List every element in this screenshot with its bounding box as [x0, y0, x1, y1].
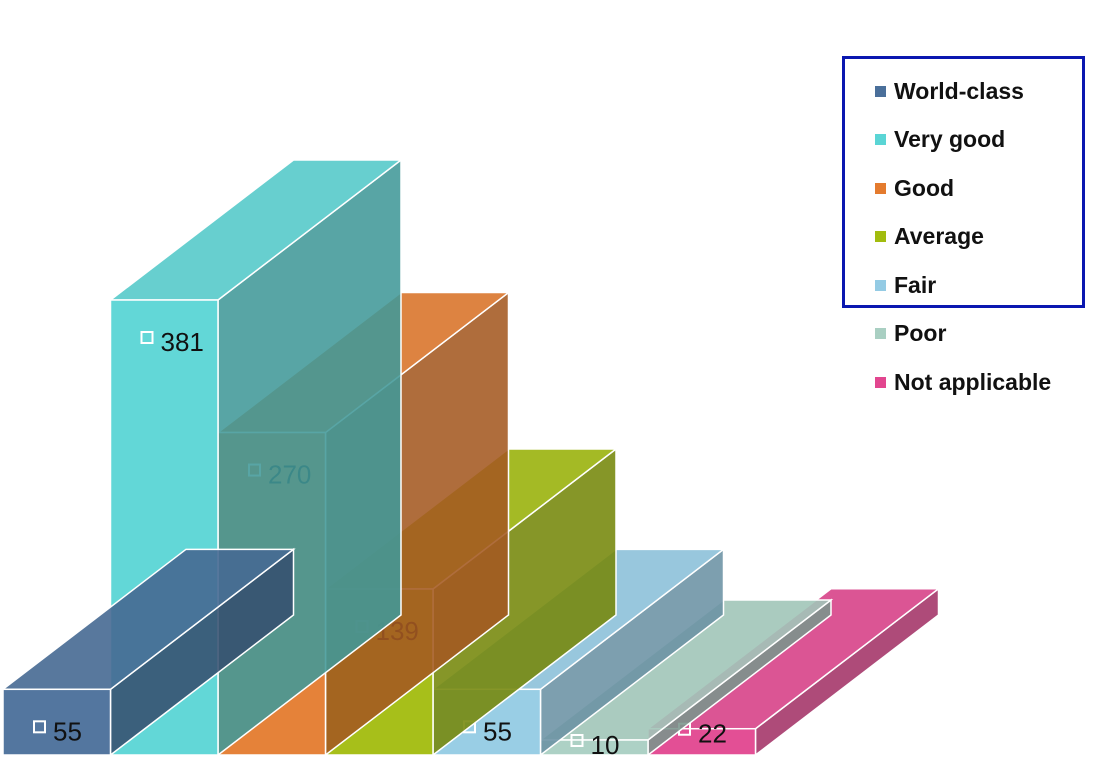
data-label: 55: [53, 716, 82, 746]
legend-label: Not applicable: [894, 368, 1052, 395]
legend-label: Average: [894, 223, 984, 250]
bar-front-world-class: [2, 688, 112, 756]
legend-item-fair: Fair: [875, 261, 1082, 310]
legend-item-not-applicable: Not applicable: [875, 358, 1082, 407]
legend: World-class Very good Good Average Fair …: [842, 56, 1085, 395]
data-label: 381: [161, 327, 204, 357]
legend-swatch-good: [875, 182, 886, 194]
legend-label: Fair: [894, 271, 937, 298]
legend-swatch-fair: [875, 279, 886, 291]
legend-swatch-world-class: [875, 85, 886, 97]
legend-swatch-not-applicable: [875, 376, 886, 388]
legend-swatch-poor: [875, 328, 886, 340]
data-label-marker: [140, 331, 154, 344]
legend-item-very-good: Very good: [875, 116, 1082, 165]
data-label: 10: [591, 730, 620, 757]
legend-item-poor: Poor: [875, 310, 1082, 359]
legend-item-average: Average: [875, 213, 1082, 262]
legend-item-world-class: World-class: [875, 67, 1082, 116]
legend-swatch-very-good: [875, 134, 886, 146]
bar-world-class: 55: [0, 547, 296, 757]
legend-label: Good: [894, 174, 955, 201]
data-label-marker: [570, 734, 584, 747]
legend-label: Poor: [894, 320, 947, 347]
data-label-marker: [33, 720, 46, 734]
legend-label: World-class: [894, 77, 1024, 104]
legend-label: Very good: [894, 126, 1006, 153]
bar-poor: 10: [538, 598, 834, 757]
data-label: 55: [483, 716, 512, 746]
legend-item-good: Good: [875, 164, 1082, 213]
legend-swatch-average: [875, 231, 886, 243]
data-label: 22: [698, 719, 727, 749]
bar-not-applicable: 22: [645, 587, 941, 757]
